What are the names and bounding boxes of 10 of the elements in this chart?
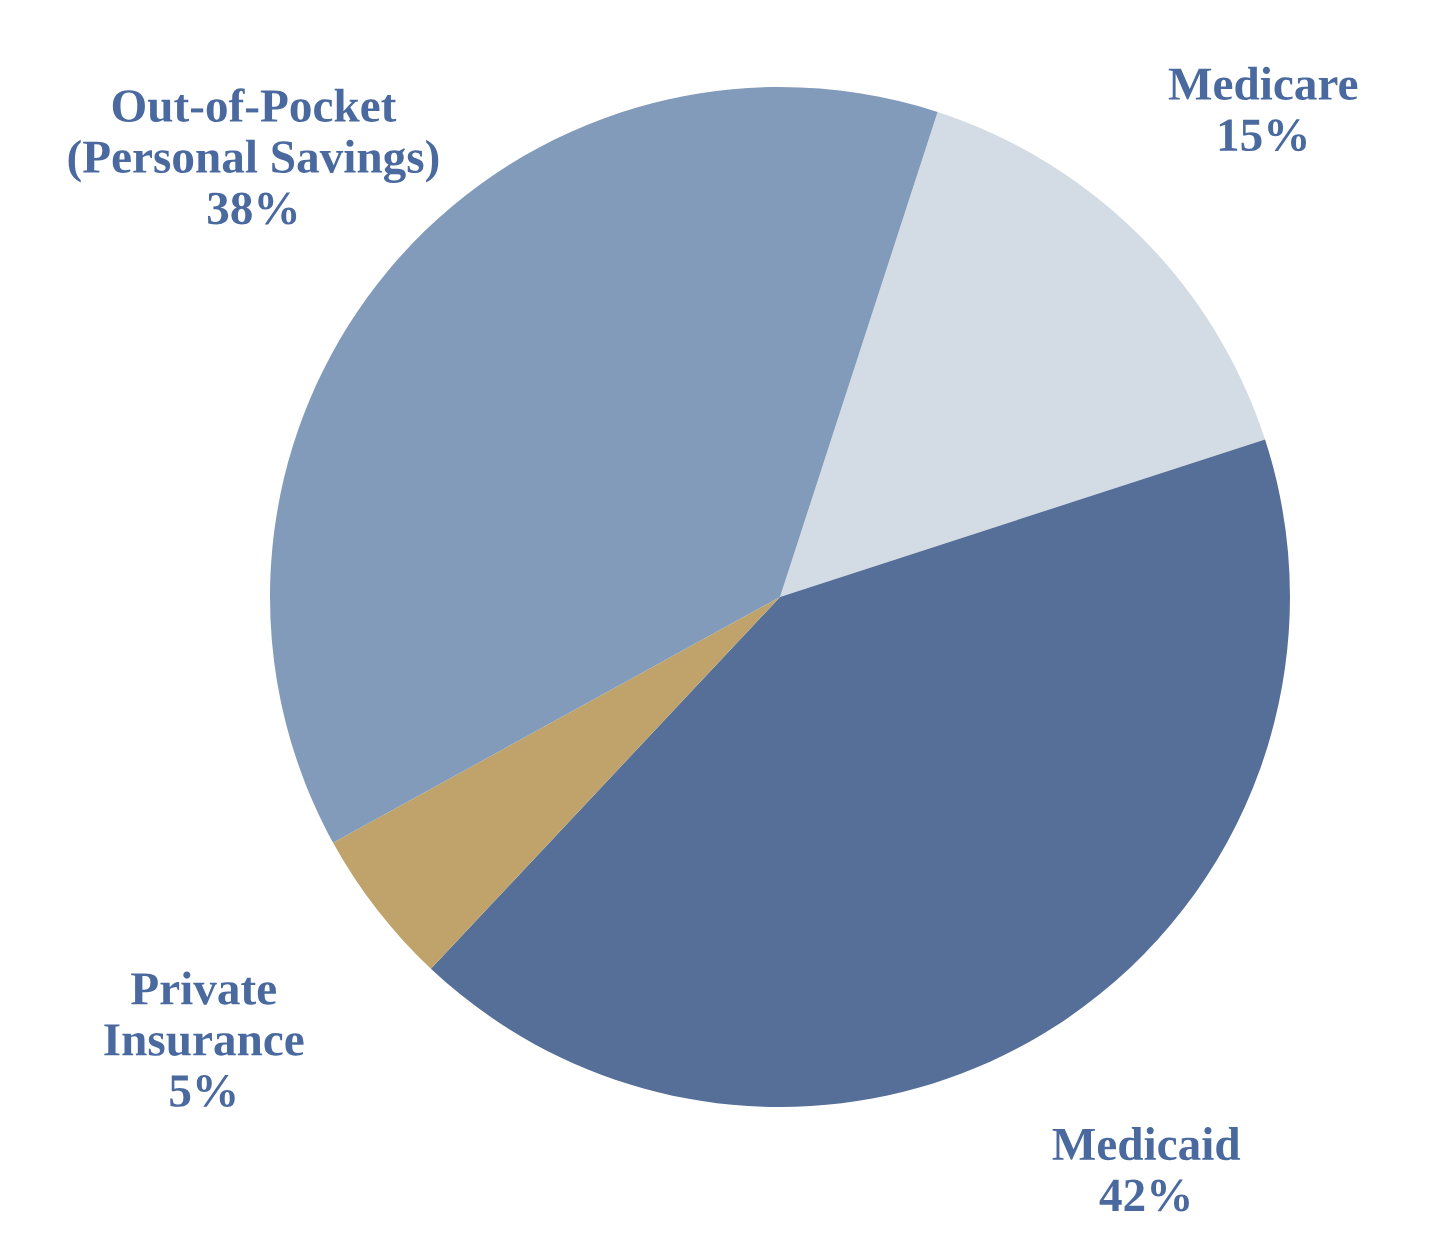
data-label: 15% (1219, 119, 1307, 152)
slice-label: Private Insurance (104, 971, 304, 1056)
data-label: 42% (1099, 1179, 1189, 1212)
slice-label: Medicaid (1052, 1127, 1241, 1161)
slice-label: Medicare (1168, 66, 1358, 101)
data-label: 38% (207, 192, 297, 225)
pie-slice (430, 439, 1290, 1107)
data-label: 5% (170, 1074, 235, 1107)
slice-label: Out-of-Pocket (Personal Savings) (68, 88, 439, 183)
pie-slice (333, 597, 780, 969)
